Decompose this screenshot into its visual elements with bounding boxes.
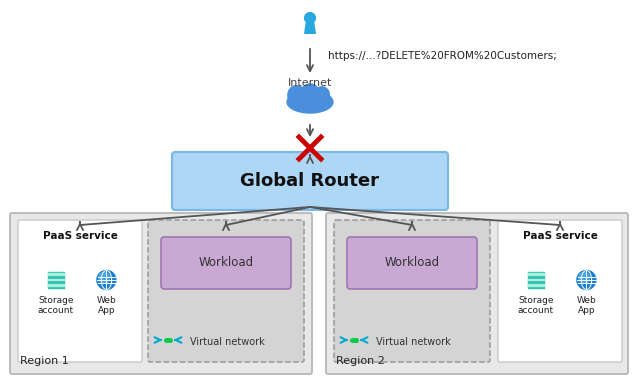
FancyBboxPatch shape: [347, 237, 477, 289]
FancyBboxPatch shape: [161, 237, 291, 289]
Text: Region 1: Region 1: [20, 356, 69, 366]
Text: Storage
account: Storage account: [518, 296, 554, 315]
Ellipse shape: [287, 91, 333, 113]
FancyBboxPatch shape: [326, 213, 628, 374]
Bar: [48, 283, 64, 288]
Circle shape: [304, 13, 315, 24]
Circle shape: [97, 271, 116, 290]
FancyBboxPatch shape: [498, 220, 622, 362]
FancyBboxPatch shape: [148, 220, 304, 362]
Text: Web
App: Web App: [96, 296, 116, 315]
Ellipse shape: [315, 87, 329, 104]
Bar: [528, 272, 544, 277]
Bar: [48, 278, 64, 283]
Circle shape: [579, 272, 590, 283]
Bar: [528, 273, 544, 275]
Text: Virtual network: Virtual network: [376, 337, 451, 347]
Bar: [528, 285, 544, 286]
Bar: [48, 273, 64, 275]
Bar: [528, 283, 544, 288]
Circle shape: [577, 271, 596, 290]
Text: https://...?DELETE%20FROM%20Customers;: https://...?DELETE%20FROM%20Customers;: [328, 51, 557, 61]
Polygon shape: [305, 24, 315, 33]
FancyBboxPatch shape: [18, 220, 142, 362]
Text: PaaS service: PaaS service: [43, 231, 117, 241]
FancyBboxPatch shape: [334, 220, 490, 362]
Bar: [48, 272, 64, 277]
Text: Workload: Workload: [198, 256, 253, 269]
Text: Virtual network: Virtual network: [190, 337, 265, 347]
FancyBboxPatch shape: [10, 213, 312, 374]
Text: Internet: Internet: [288, 78, 332, 88]
FancyBboxPatch shape: [172, 152, 448, 210]
Text: Global Router: Global Router: [241, 172, 380, 190]
Ellipse shape: [300, 84, 320, 106]
Bar: [528, 278, 544, 283]
Bar: [48, 279, 64, 280]
Text: PaaS service: PaaS service: [523, 231, 597, 241]
Bar: [48, 285, 64, 286]
Circle shape: [99, 272, 110, 283]
Text: Region 2: Region 2: [336, 356, 385, 366]
Bar: [528, 279, 544, 280]
Text: Workload: Workload: [385, 256, 440, 269]
Text: Web
App: Web App: [577, 296, 597, 315]
Text: Storage
account: Storage account: [38, 296, 74, 315]
Ellipse shape: [288, 86, 305, 105]
